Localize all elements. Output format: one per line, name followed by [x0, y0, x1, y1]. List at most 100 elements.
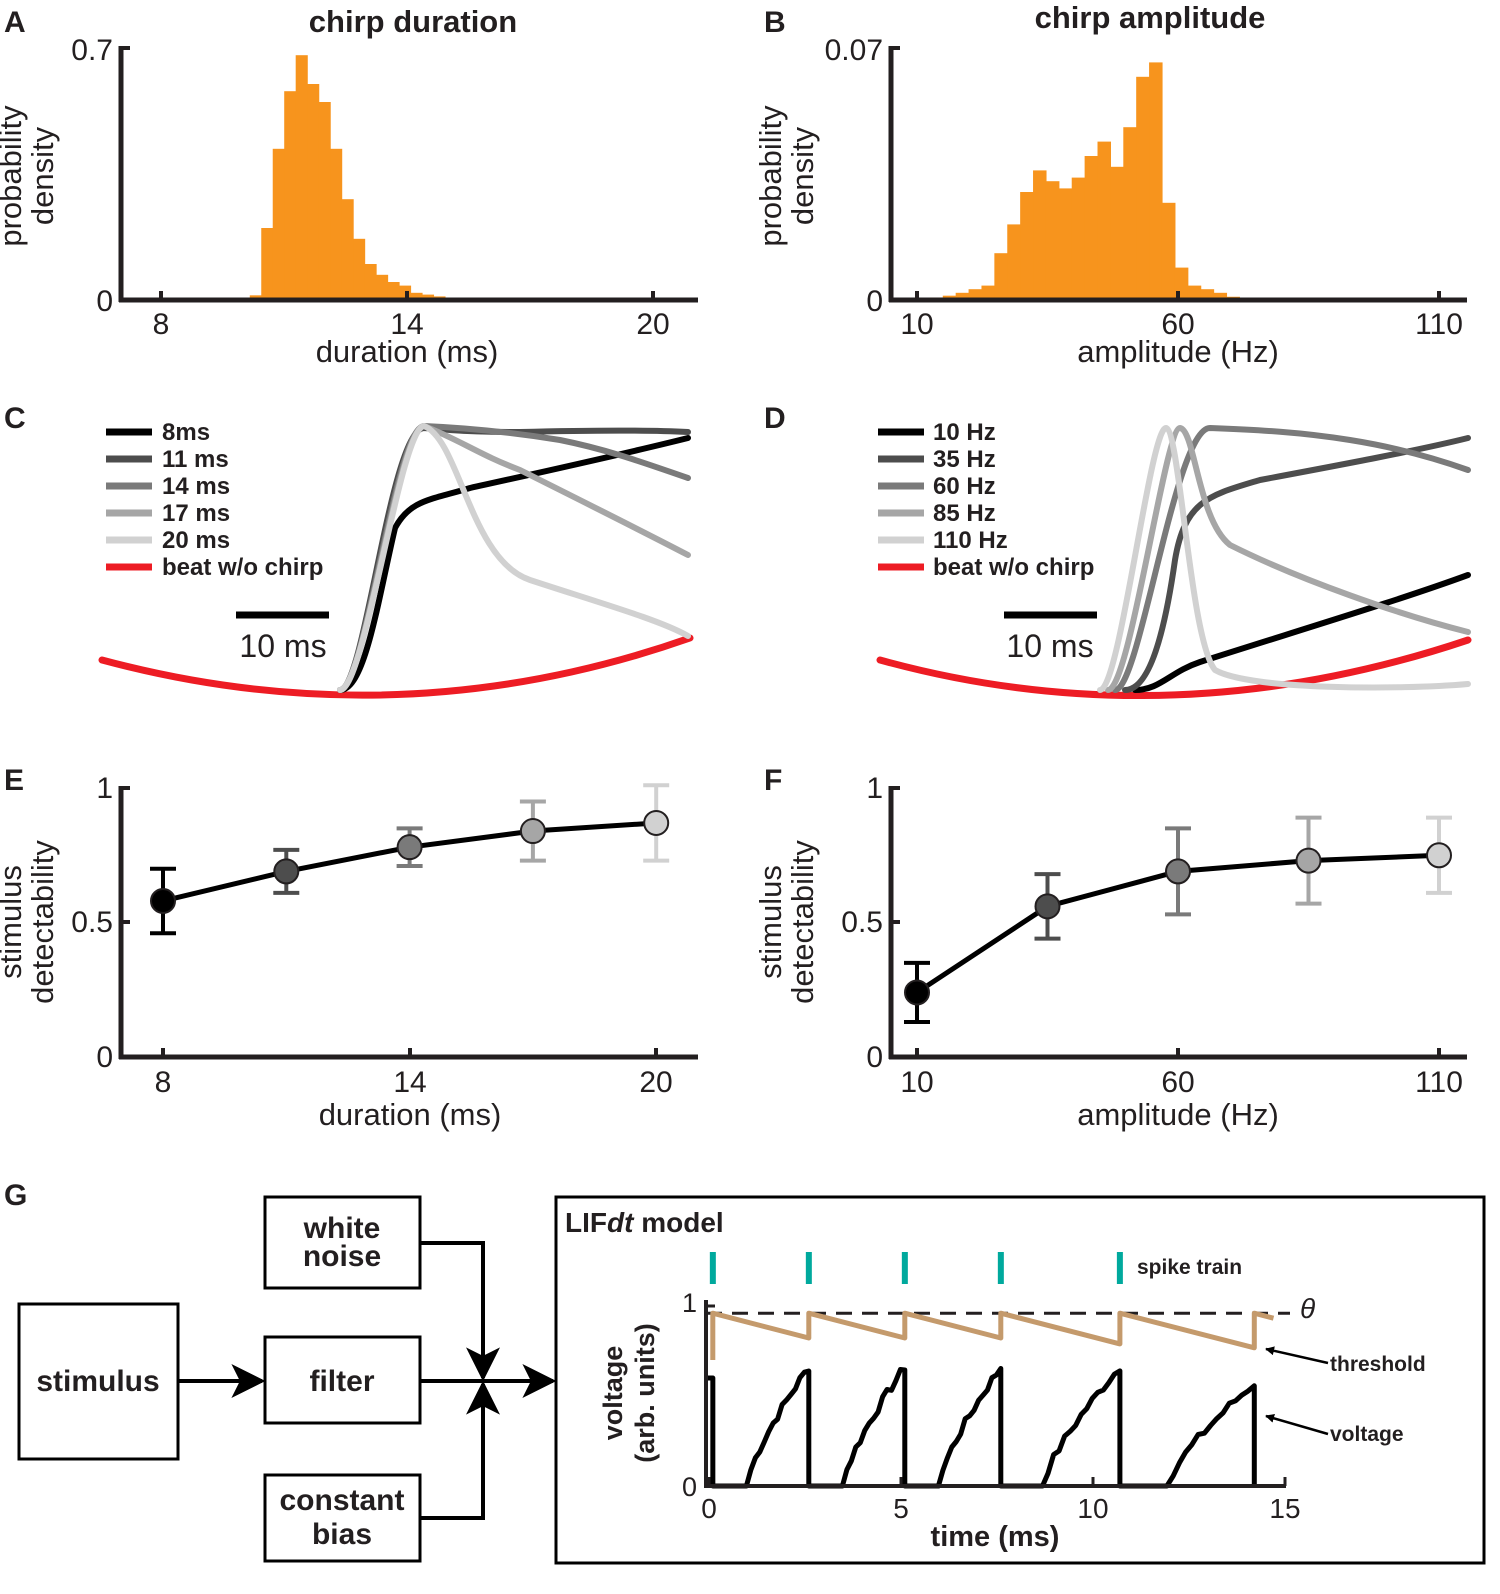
lifdt-title-rest: model [633, 1207, 723, 1238]
panel-label-b: B [764, 6, 786, 39]
stimulus-box-label: stimulus [36, 1365, 159, 1398]
panel-f-xtick-60-label: 60 [1161, 1066, 1194, 1099]
panel-a-bar-15 [410, 292, 423, 300]
panel-e-point-3 [519, 818, 546, 845]
panel-d-scalebar-label: 10 ms [1006, 628, 1093, 664]
panel-f-xtick-10-label: 10 [900, 1066, 933, 1099]
panel-a-x-ticks: 8 14 20 [153, 291, 670, 341]
panel-c-trace-8ms [337, 435, 691, 693]
panel-d: 10 Hz 35 Hz 60 Hz 85 Hz 110 Hz beat w/o … [876, 419, 1472, 700]
panel-a-bar-4 [284, 91, 297, 300]
panel-f-y-label: stimulusdetectability [753, 840, 820, 1004]
panel-b-title: chirp amplitude [1035, 0, 1266, 35]
constant-bias-box-label-1: constant [279, 1484, 404, 1517]
panel-c-legend-label-11ms: 11 ms [162, 446, 229, 473]
panel-b-bar-3 [955, 292, 970, 300]
panel-b: chirp amplitude 0.07 0 10 60 110 amplitu… [753, 0, 1467, 369]
lifdt-ytick-0-label: 0 [682, 1472, 697, 1502]
panel-b-bar-16 [1123, 127, 1137, 300]
panel-f-ytick-05-label: 0.5 [841, 906, 883, 939]
panel-b-xtick-10-label: 10 [900, 308, 933, 341]
threshold-trace [710, 1310, 1275, 1360]
panel-a-xtick-14-label: 14 [390, 308, 423, 341]
lifdt-y-label-line2: (arb. units) [630, 1323, 660, 1463]
b-ylab-line1: probability [753, 105, 788, 247]
panel-a-bars [238, 55, 458, 301]
panel-b-bar-17 [1136, 76, 1150, 300]
panel-c-legend: 8ms 11 ms 14 ms 17 ms 20 ms beat w/o chi… [106, 419, 323, 581]
lifdt-y-label-line1: voltage [598, 1346, 628, 1441]
lifdt-xtick-10-label: 10 [1077, 1493, 1108, 1524]
spike-train-label: spike train [1137, 1256, 1242, 1279]
panel-f-ytick-0-label: 0 [866, 1041, 883, 1074]
panel-e-y-label: stimulusdetectability [0, 840, 60, 1004]
panel-e-xtick-14-label: 14 [393, 1066, 426, 1099]
panel-e-point-0 [150, 887, 176, 914]
panel-label-c: C [4, 402, 26, 435]
lifdt-xtick-5-label: 5 [893, 1493, 909, 1524]
panel-e-point-4 [643, 809, 670, 836]
e-ylab-line2: detectability [25, 840, 60, 1004]
threshold-label: threshold [1330, 1353, 1426, 1376]
panel-c-scalebar-label: 10 ms [239, 628, 326, 664]
panel-b-bar-18 [1149, 62, 1163, 301]
panel-b-bars [917, 62, 1240, 301]
panel-a-bar-6 [307, 84, 320, 300]
panel-d-trace-85hz [1105, 425, 1471, 693]
panel-a-x-label: duration (ms) [316, 334, 499, 369]
spike-marker-3 [997, 1252, 1004, 1284]
panel-a-bar-2 [261, 228, 274, 300]
panel-label-a: A [4, 6, 26, 39]
panel-d-trace-110hz [1097, 425, 1471, 693]
panel-d-trace-beat [876, 636, 1472, 700]
panel-e-ytick-05-label: 0.5 [71, 906, 113, 939]
panel-d-legend-label-60hz: 60 Hz [933, 473, 996, 500]
theta-label: θ [1300, 1293, 1315, 1324]
panel-b-ytick-zero-label: 0 [866, 285, 883, 318]
panel-b-bar-7 [1007, 224, 1021, 300]
panel-a-ytick-top-label: 0.7 [71, 34, 113, 67]
panel-b-bar-4 [968, 289, 983, 300]
arrow-bias-to-sum [420, 1380, 500, 1520]
panel-b-bar-15 [1110, 166, 1124, 300]
panel-b-ytick-top-label: 0.07 [825, 34, 883, 67]
panel-f-point-0 [904, 979, 930, 1006]
panel-e-x-ticks: 8 14 20 [155, 1048, 673, 1099]
panel-d-trace-60hz [1112, 425, 1471, 693]
panel-b-bar-10 [1045, 181, 1060, 300]
panel-d-legend-label-110hz: 110 Hz [933, 527, 1008, 554]
panel-f-point-2 [1165, 858, 1191, 885]
panel-c-legend-label-20ms: 20 ms [162, 527, 230, 554]
panel-b-xtick-110-label: 110 [1415, 308, 1463, 341]
panel-e-ytick-0-label: 0 [96, 1041, 113, 1074]
panel-b-y-label: probabilitydensity [753, 105, 820, 247]
lifdt-xtick-0-label: 0 [701, 1493, 717, 1524]
panel-d-legend: 10 Hz 35 Hz 60 Hz 85 Hz 110 Hz beat w/o … [878, 419, 1094, 581]
spike-marker-0 [709, 1252, 716, 1284]
spike-marker-2 [901, 1252, 908, 1284]
constant-bias-box-label-2: bias [312, 1518, 372, 1551]
lifdt-x-label: time (ms) [931, 1521, 1060, 1553]
voltage-arrow [1265, 1413, 1329, 1436]
panel-c-legend-label-17ms: 17 ms [162, 500, 230, 527]
lifdt-plot [705, 1252, 1290, 1489]
lifdt-title-italic: dt [607, 1207, 635, 1238]
panel-b-bar-12 [1071, 177, 1086, 300]
panel-d-legend-label-10hz: 10 Hz [933, 419, 996, 446]
threshold-arrow [1265, 1346, 1329, 1365]
panel-b-bar-13 [1084, 156, 1099, 300]
f-ylab-line2: detectability [785, 840, 820, 1004]
panel-e: 1 0.5 0 8 14 20 duration (ms) stimulusde… [0, 772, 698, 1132]
panel-b-x-ticks: 10 60 110 [900, 291, 1463, 341]
lifdt-model-title: LIFdt model [565, 1207, 724, 1238]
panel-a-bar-9 [341, 199, 354, 300]
a-ylab-line1: probability [0, 105, 28, 247]
lifdt-ytick-1-label: 1 [682, 1288, 697, 1318]
panel-f-point-4 [1426, 842, 1452, 869]
panel-a-title: chirp duration [309, 4, 517, 39]
f-ylab-line1: stimulus [753, 865, 788, 979]
panel-a-bar-16 [421, 294, 435, 300]
white-noise-box-label-2: noise [303, 1240, 381, 1273]
panel-d-trace-35hz [1122, 435, 1471, 693]
lifdt-y-label: voltage(arb. units) [598, 1323, 660, 1463]
